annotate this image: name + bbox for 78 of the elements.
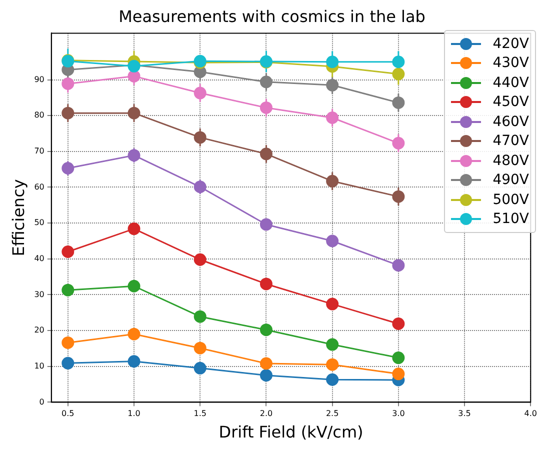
point — [128, 355, 140, 368]
point — [260, 357, 272, 370]
point — [326, 298, 339, 310]
x-tick-label: 1.5 — [194, 409, 206, 418]
legend-label: 510V — [492, 211, 529, 228]
point — [128, 328, 140, 340]
point — [260, 148, 272, 160]
point — [260, 218, 272, 231]
point — [260, 101, 272, 114]
point — [128, 70, 140, 82]
legend-label: 470V — [492, 133, 529, 150]
point — [194, 180, 206, 194]
point — [392, 190, 405, 203]
point — [326, 373, 339, 386]
point — [128, 280, 140, 292]
point — [128, 222, 140, 236]
point — [62, 245, 74, 258]
point — [260, 369, 272, 382]
point — [194, 253, 206, 266]
point — [326, 234, 339, 248]
point — [62, 162, 74, 175]
x-axis-title: Drift Field (kV/cm) — [218, 422, 364, 442]
y-tick-label: 60 — [34, 182, 44, 192]
chart-title: Measurements with cosmics in the lab — [118, 6, 426, 26]
legend-label: 460V — [492, 114, 529, 130]
point — [62, 284, 74, 296]
point — [260, 278, 272, 290]
y-tick-label: 20 — [34, 326, 44, 335]
y-tick-label: 90 — [34, 74, 44, 84]
x-tick-label: 4.0 — [524, 409, 538, 418]
legend-label: 450V — [492, 94, 529, 110]
point — [194, 362, 206, 374]
legend-label: 480V — [492, 152, 529, 169]
point — [194, 86, 206, 100]
y-tick-label: 40 — [34, 254, 44, 263]
y-tick-label: 10 — [34, 361, 44, 370]
x-tick-label: 2.0 — [260, 409, 273, 418]
point — [392, 96, 405, 109]
legend-label: 500V — [492, 192, 529, 208]
point — [392, 368, 405, 380]
point — [392, 317, 405, 330]
point — [62, 106, 74, 120]
point — [326, 358, 339, 371]
point — [326, 78, 339, 92]
x-tick-label: 1.0 — [128, 409, 140, 418]
point — [194, 342, 206, 354]
y-tick-label: 50 — [34, 218, 44, 228]
point — [392, 352, 405, 364]
y-tick-label: 70 — [34, 146, 44, 156]
point — [194, 310, 206, 323]
point — [194, 131, 206, 144]
x-tick-label: 2.5 — [326, 409, 339, 418]
legend-label: 490V — [492, 172, 529, 188]
point — [62, 336, 74, 349]
y-axis-title: Efficiency — [8, 179, 28, 256]
point — [260, 324, 272, 336]
legend-label: 440V — [492, 74, 529, 91]
legend-label: 420V — [492, 36, 529, 52]
y-tick-label: 80 — [34, 110, 44, 120]
point — [326, 174, 339, 188]
x-tick-label: 3.5 — [458, 409, 471, 418]
point — [62, 77, 74, 90]
y-tick-label: 0 — [39, 397, 44, 406]
legend-label: 430V — [492, 55, 529, 72]
point — [128, 106, 140, 120]
point — [326, 338, 339, 351]
y-tick-label: 30 — [34, 290, 44, 299]
point — [392, 136, 405, 150]
point — [326, 56, 339, 68]
point — [392, 56, 405, 68]
point — [392, 259, 405, 272]
point — [326, 112, 339, 124]
point — [260, 76, 272, 88]
point — [128, 149, 140, 162]
x-tick-label: 0.5 — [62, 409, 74, 418]
point — [62, 356, 74, 370]
point — [392, 68, 405, 80]
x-tick-label: 3.0 — [392, 409, 405, 418]
